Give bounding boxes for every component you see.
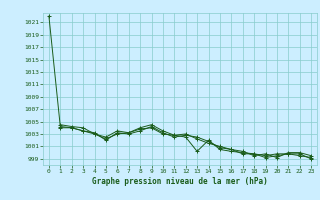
X-axis label: Graphe pression niveau de la mer (hPa): Graphe pression niveau de la mer (hPa) <box>92 177 268 186</box>
